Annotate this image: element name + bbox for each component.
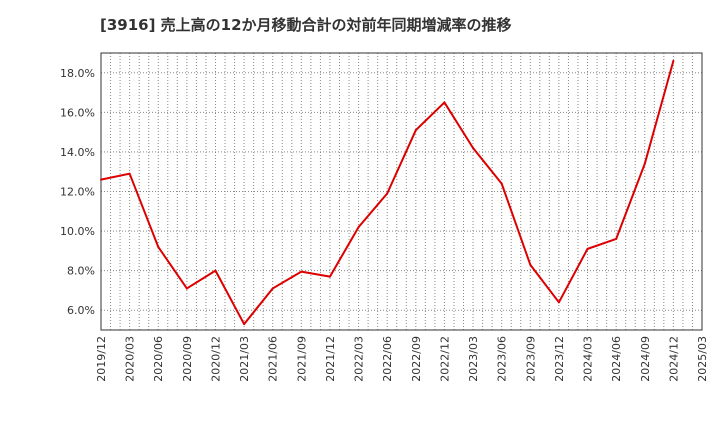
data-point <box>357 226 360 229</box>
data-point <box>672 59 675 62</box>
grid-lines <box>100 53 703 330</box>
plot-frame <box>100 52 703 331</box>
data-point <box>271 287 274 290</box>
data-point <box>586 247 589 250</box>
y-tick-label: 10.0% <box>60 225 95 238</box>
x-tick-label: 2023/09 <box>524 336 537 382</box>
data-point <box>443 101 446 104</box>
x-tick-label: 2023/03 <box>467 336 480 382</box>
y-tick-label: 14.0% <box>60 146 95 159</box>
x-tick-label: 2022/12 <box>438 336 451 382</box>
x-tick-label: 2020/03 <box>124 336 137 382</box>
x-tick-label: 2021/03 <box>238 336 251 382</box>
data-point <box>386 192 389 195</box>
data-point <box>643 162 646 165</box>
y-tick-label: 8.0% <box>67 265 95 278</box>
x-tick-label: 2024/09 <box>639 336 652 382</box>
data-point <box>100 178 102 181</box>
x-tick-label: 2021/06 <box>267 336 280 382</box>
y-tick-label: 12.0% <box>60 186 95 199</box>
data-point <box>529 263 532 266</box>
data-point <box>328 275 331 278</box>
series-layer <box>100 59 675 326</box>
chart-title: [3916] 売上高の12か月移動合計の対前年同期増減率の推移 <box>100 16 512 34</box>
data-point <box>243 323 246 326</box>
x-tick-label: 2021/12 <box>324 336 337 382</box>
y-tick-label: 18.0% <box>60 67 95 80</box>
data-point <box>185 287 188 290</box>
data-point <box>214 269 217 272</box>
x-tick-label: 2021/09 <box>295 336 308 382</box>
data-point <box>615 237 618 240</box>
data-point <box>414 129 417 132</box>
x-tick-label: 2020/12 <box>209 336 222 382</box>
data-point <box>500 182 503 185</box>
x-tick-label: 2020/06 <box>152 336 165 382</box>
data-point <box>157 245 160 248</box>
x-tick-label: 2022/06 <box>381 336 394 382</box>
x-tick-label: 2019/12 <box>95 336 108 382</box>
x-tick-label: 2024/03 <box>582 336 595 382</box>
data-point <box>472 146 475 149</box>
x-tick-label: 2022/03 <box>353 336 366 382</box>
x-tick-label: 2024/12 <box>667 336 680 382</box>
x-tick-label: 2024/06 <box>610 336 623 382</box>
x-tick-label: 2023/12 <box>553 336 566 382</box>
x-axis-ticks: 2019/12 2020/03 2020/06 2020/09 2020/12 2021/… <box>95 336 709 382</box>
y-axis-ticks: 6.0% 8.0% 10.0% 12.0% 14.0% 16.0% 18.0% <box>60 67 95 317</box>
y-tick-label: 16.0% <box>60 106 95 119</box>
x-tick-label: 2022/09 <box>410 336 423 382</box>
x-tick-label: 2025/03 <box>696 336 709 382</box>
data-point <box>128 172 131 175</box>
data-point <box>300 270 303 273</box>
x-tick-label: 2023/06 <box>496 336 509 382</box>
y-tick-label: 6.0% <box>67 304 95 317</box>
x-tick-label: 2020/09 <box>181 336 194 382</box>
data-point <box>557 301 560 304</box>
